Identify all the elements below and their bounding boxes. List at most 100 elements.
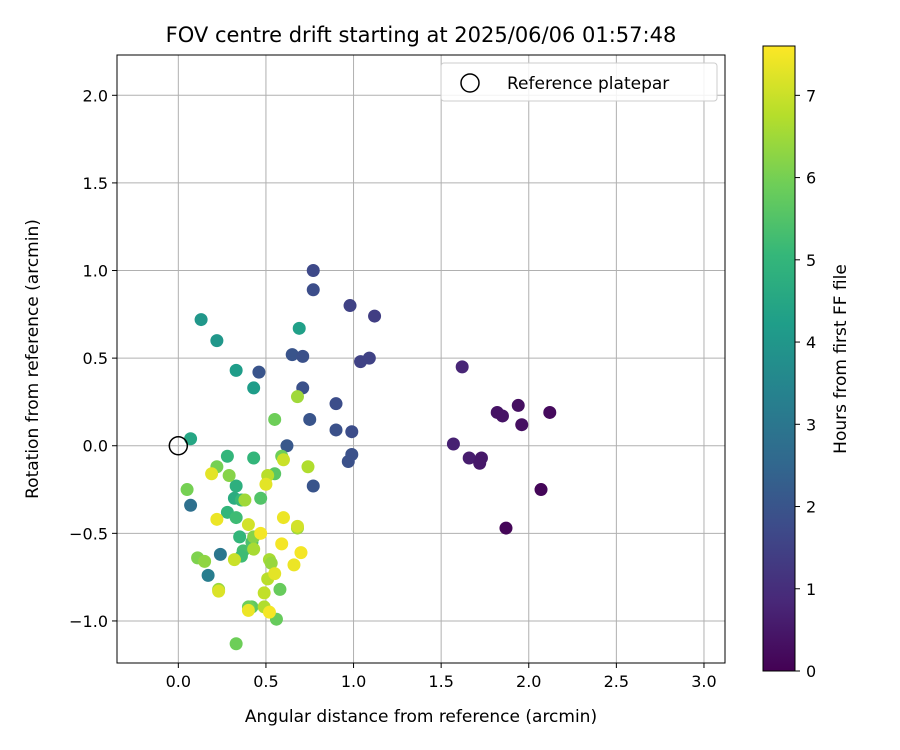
data-point xyxy=(303,412,317,426)
data-point xyxy=(247,381,261,395)
colorbar-tick-label: 5 xyxy=(806,251,816,270)
colorbar-ticks: 0 1 2 3 4 5 6 7 xyxy=(795,86,816,681)
data-point xyxy=(280,439,294,453)
data-point xyxy=(306,479,320,493)
data-point xyxy=(184,432,198,446)
data-point xyxy=(345,425,359,439)
colorbar-tick-label: 0 xyxy=(806,662,816,681)
data-point xyxy=(210,334,224,348)
data-point xyxy=(296,349,310,363)
data-point xyxy=(229,637,243,651)
colorbar-tick-label: 2 xyxy=(806,498,816,517)
data-point xyxy=(229,363,243,377)
data-point xyxy=(273,582,287,596)
y-tick-label: 0.5 xyxy=(83,349,108,368)
data-point xyxy=(264,556,278,570)
data-point xyxy=(222,469,236,483)
data-point xyxy=(212,584,226,598)
data-point xyxy=(213,547,227,561)
data-point xyxy=(262,605,276,619)
data-point xyxy=(252,365,266,379)
data-point xyxy=(292,321,306,335)
data-point xyxy=(238,493,252,507)
data-point xyxy=(241,603,255,617)
data-point xyxy=(220,449,234,463)
y-axis-ticks: −1.0 −0.5 0.0 0.5 1.0 1.5 2.0 xyxy=(69,86,117,631)
data-point xyxy=(534,483,548,497)
data-points xyxy=(180,264,557,651)
data-point xyxy=(495,409,509,423)
data-point xyxy=(462,451,476,465)
legend-marker-icon xyxy=(460,73,480,93)
y-axis-label: Rotation from reference (arcmin) xyxy=(23,219,43,499)
data-point xyxy=(229,511,243,525)
data-point xyxy=(268,412,282,426)
colorbar-tick-label: 7 xyxy=(806,86,816,105)
chart-title: FOV centre drift starting at 2025/06/06 … xyxy=(166,23,677,47)
y-tick-label: 0.0 xyxy=(83,437,108,456)
data-point xyxy=(227,553,241,567)
colorbar-tick-label: 3 xyxy=(806,415,816,434)
data-point xyxy=(254,526,268,540)
data-point xyxy=(515,418,529,432)
data-point xyxy=(301,460,315,474)
data-point xyxy=(254,491,268,505)
data-point xyxy=(198,554,212,568)
legend-entry-reference: Reference platepar xyxy=(507,74,669,94)
data-point xyxy=(341,455,355,469)
data-point xyxy=(473,456,487,470)
data-point xyxy=(259,477,273,491)
y-tick-label: −0.5 xyxy=(69,524,108,543)
x-tick-label: 0.0 xyxy=(166,672,191,691)
data-point xyxy=(201,568,215,582)
reference-marker xyxy=(168,435,189,456)
x-tick-label: 2.0 xyxy=(516,672,541,691)
data-point xyxy=(368,309,382,323)
colorbar xyxy=(762,45,796,672)
x-tick-label: 1.5 xyxy=(428,672,453,691)
colorbar-label: Hours from first FF file xyxy=(831,264,851,454)
data-point xyxy=(285,348,299,362)
data-point xyxy=(290,519,304,533)
legend: Reference platepar xyxy=(440,62,718,102)
data-point xyxy=(329,423,343,437)
x-tick-label: 2.5 xyxy=(604,672,629,691)
colorbar-tick-label: 4 xyxy=(806,333,816,352)
data-point xyxy=(543,405,557,419)
data-point xyxy=(241,518,255,532)
data-point xyxy=(233,530,247,544)
data-point xyxy=(276,453,290,467)
data-point xyxy=(247,542,261,556)
y-tick-label: 2.0 xyxy=(83,86,108,105)
data-point xyxy=(184,498,198,512)
data-point xyxy=(229,479,243,493)
data-point xyxy=(329,397,343,411)
legend-box xyxy=(440,62,718,102)
data-point xyxy=(446,437,460,451)
data-point xyxy=(306,264,320,278)
colorbar-tick-label: 1 xyxy=(806,580,816,599)
data-point xyxy=(306,283,320,297)
data-point xyxy=(343,299,357,313)
y-tick-label: 1.0 xyxy=(83,262,108,281)
data-point xyxy=(499,521,513,535)
data-point xyxy=(210,512,224,526)
data-point xyxy=(290,390,304,404)
x-tick-label: 0.5 xyxy=(253,672,278,691)
grid-lines xyxy=(117,55,725,663)
plot-frame xyxy=(116,54,726,664)
data-point xyxy=(205,467,219,481)
data-point xyxy=(247,451,261,465)
data-point xyxy=(294,546,308,560)
data-point xyxy=(287,558,301,572)
data-point xyxy=(180,483,194,497)
data-point xyxy=(268,567,282,581)
x-axis-ticks: 0.0 0.5 1.0 1.5 2.0 2.5 3.0 xyxy=(166,663,717,691)
x-tick-label: 3.0 xyxy=(691,672,716,691)
data-point xyxy=(257,586,271,600)
data-point xyxy=(276,511,290,525)
colorbar-tick-label: 6 xyxy=(806,169,816,188)
data-point xyxy=(511,398,525,412)
plot-background xyxy=(117,55,725,663)
